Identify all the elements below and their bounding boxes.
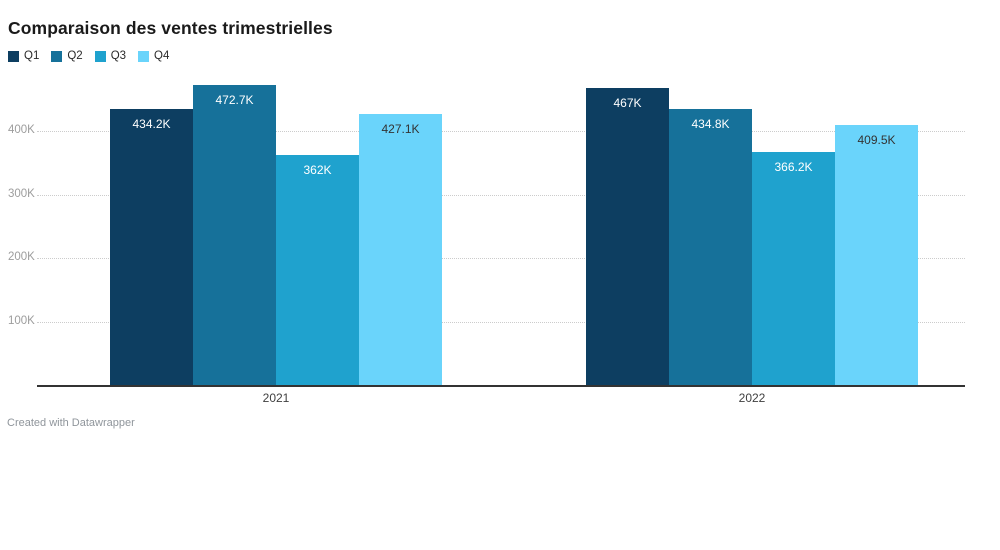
- bar-2022-q1: [586, 88, 669, 385]
- chart-legend: Q1 Q2 Q3 Q4: [8, 50, 169, 62]
- legend-item-label: Q1: [24, 50, 40, 62]
- bar-value-label: 472.7K: [215, 93, 254, 107]
- legend-item-q4: Q4: [138, 50, 169, 62]
- x-axis-tick-label: 2022: [738, 391, 766, 405]
- bar-value-label: 427.1K: [381, 122, 420, 136]
- legend-item-label: Q4: [154, 50, 170, 62]
- bar-2021-q2: [193, 85, 276, 385]
- bar-value-label: 434.8K: [691, 117, 730, 131]
- legend-item-label: Q2: [67, 50, 83, 62]
- y-axis-tick-label: 100K: [8, 314, 35, 327]
- legend-item-q2: Q2: [51, 50, 83, 62]
- gridline: [37, 321, 965, 323]
- bar-value-label: 409.5K: [857, 133, 896, 147]
- bar-value-label: 362K: [303, 163, 332, 177]
- bar-2021-q3: [276, 155, 359, 385]
- legend-item-label: Q3: [110, 50, 127, 62]
- x-axis-line: [37, 385, 965, 387]
- bar-2021-q1: [110, 109, 193, 385]
- gridline: [37, 131, 965, 132]
- x-axis-tick-label: 2021: [262, 391, 290, 405]
- legend-swatch-icon: [8, 50, 19, 62]
- bar-2022-q4: [835, 125, 918, 385]
- bar-2022-q3: [752, 152, 835, 385]
- y-axis-tick-label: 200K: [8, 251, 35, 263]
- bar-2021-q4: [359, 114, 442, 385]
- footer-credit: Created with Datawrapper: [7, 417, 135, 429]
- y-axis-tick-label: 400K: [8, 124, 35, 136]
- legend-swatch-icon: [138, 50, 150, 62]
- bar-value-label: 467K: [613, 96, 642, 110]
- legend-swatch-icon: [51, 50, 63, 62]
- bar-value-label: 366.2K: [774, 160, 813, 174]
- gridline: [37, 194, 965, 196]
- chart-title: Comparaison des ventes trimestrielles: [8, 18, 333, 38]
- legend-item-q3: Q3: [94, 50, 127, 62]
- legend-item-q1: Q1: [8, 50, 39, 62]
- gridline: [37, 258, 965, 259]
- legend-swatch-icon: [94, 50, 106, 62]
- bar-2022-q2: [669, 109, 752, 385]
- y-axis-tick-label: 300K: [8, 187, 35, 200]
- bar-value-label: 434.2K: [132, 117, 171, 131]
